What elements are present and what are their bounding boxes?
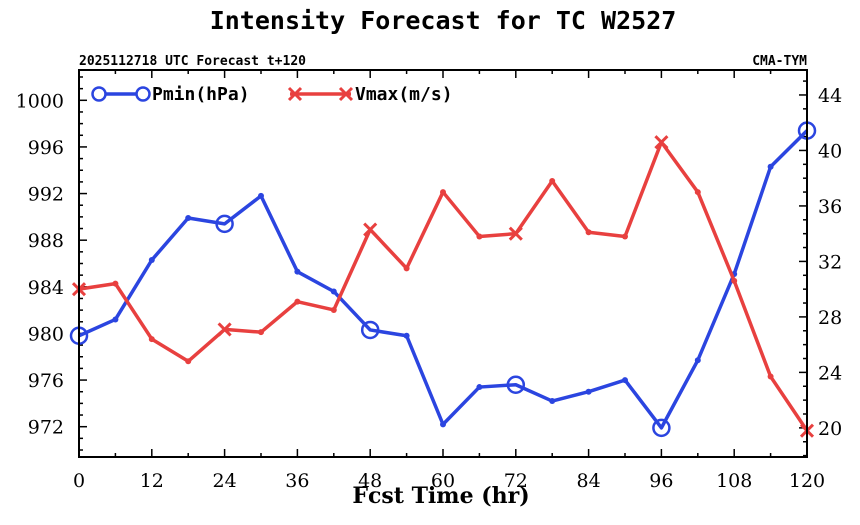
data-point-pmin [506, 375, 526, 394]
data-point-vmax [403, 265, 410, 272]
y-right-tick-label: 32 [818, 251, 842, 273]
data-point-vmax [148, 336, 155, 343]
y-left-tick-label: 988 [28, 230, 64, 252]
data-point-pmin [622, 377, 628, 384]
data-point-vmax [258, 329, 264, 336]
data-point-vmax [476, 233, 483, 240]
data-point-vmax [508, 226, 523, 241]
data-point-vmax [731, 277, 738, 284]
data-point-vmax [330, 306, 337, 313]
y-right-tick-label: 40 [818, 140, 842, 162]
data-point-pmin [652, 418, 671, 438]
y-right-tick-label: 28 [818, 307, 842, 329]
subtitle-model-name: CMA-TYM [752, 54, 807, 69]
legend: Pmin(hPa) Vmax(m/s) [91, 84, 453, 105]
plot-frame [78, 69, 808, 458]
data-point-pmin [148, 257, 155, 264]
data-point-pmin [549, 398, 556, 405]
data-point-pmin [294, 268, 301, 275]
data-point-vmax [694, 189, 701, 196]
data-point-pmin [215, 214, 234, 234]
y-right-tick-label: 24 [818, 362, 842, 384]
data-point-vmax [112, 280, 119, 287]
data-point-vmax [363, 222, 378, 237]
x-tick-label: 48 [358, 470, 382, 492]
data-point-vmax [440, 189, 446, 196]
data-point-pmin [403, 332, 410, 339]
data-point-pmin [360, 320, 380, 340]
data-point-pmin [185, 215, 192, 222]
y-left-tick-label: 984 [28, 277, 64, 299]
data-point-vmax [654, 135, 669, 150]
y-right-tick-label: 20 [818, 418, 842, 440]
x-tick-label: 72 [504, 470, 528, 492]
legend-vmax-marker-right [338, 86, 354, 102]
series-line-vmax [78, 140, 809, 432]
legend-pmin-label: Pmin(hPa) [152, 84, 250, 105]
x-tick-label: 24 [213, 470, 237, 492]
x-tick-label: 120 [789, 470, 825, 492]
data-point-pmin [476, 384, 483, 391]
y-left-tick-label: 992 [28, 184, 64, 206]
plot-area: 0 12 24 36 48 60 72 84 96 108 120 972 976 980 984 988 99… [16, 70, 842, 492]
y-left-tick-label: 972 [28, 417, 64, 439]
data-point-vmax [549, 177, 556, 184]
x-tick-label: 84 [577, 470, 601, 492]
legend-vmax-label: Vmax(m/s) [355, 84, 453, 105]
data-point-vmax [185, 358, 192, 365]
data-point-pmin [767, 163, 774, 170]
data-point-vmax [294, 298, 301, 305]
data-point-vmax [585, 229, 592, 236]
x-axis-label: Fcst Time (hr) [352, 483, 529, 509]
y-left-tick-label: 996 [28, 137, 64, 159]
x-tick-label: 0 [73, 470, 85, 492]
data-point-pmin [585, 388, 592, 395]
x-tick-label: 96 [649, 470, 673, 492]
legend-vmax-marker-left [287, 86, 303, 102]
data-point-pmin [258, 192, 264, 199]
data-point-pmin [694, 357, 701, 364]
chart-title: Intensity Forecast for TC W2527 [210, 6, 677, 35]
x-tick-label: 36 [285, 470, 309, 492]
y-right-tick-label: 44 [818, 85, 842, 107]
y-left-tick-label: 980 [28, 323, 64, 345]
legend-pmin-marker-left [91, 86, 107, 102]
data-point-pmin [440, 421, 446, 428]
y-left-tick-label: 976 [28, 370, 64, 392]
x-tick-label: 12 [140, 470, 164, 492]
data-point-pmin [330, 288, 337, 295]
y-left-tick-label: 1000 [16, 90, 64, 112]
legend-pmin-marker-right [135, 86, 151, 102]
x-tick-label: 60 [431, 470, 455, 492]
data-point-vmax [217, 322, 232, 337]
data-point-pmin [112, 316, 119, 323]
data-point-vmax [767, 373, 774, 380]
series-line-pmin [78, 129, 809, 430]
subtitle-forecast-time: 2025112718 UTC Forecast t+120 [79, 54, 306, 69]
x-tick-label: 108 [716, 470, 752, 492]
y-right-tick-label: 36 [818, 196, 842, 218]
data-point-vmax [622, 233, 628, 240]
